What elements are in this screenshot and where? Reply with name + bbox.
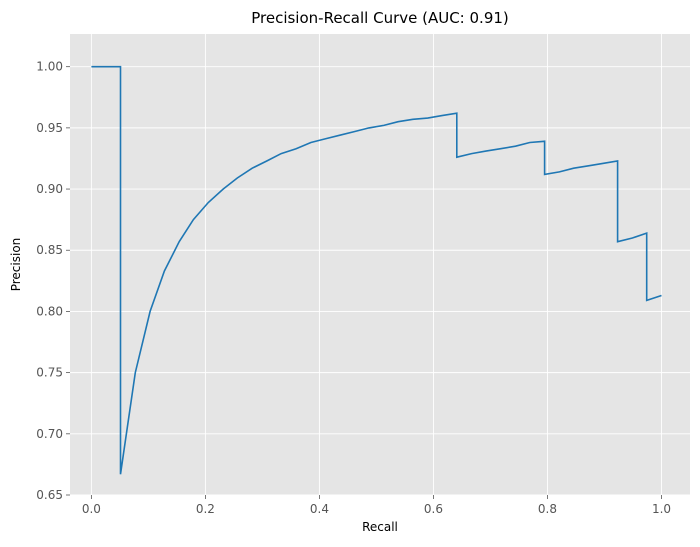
pr-curve-line: [91, 65, 662, 475]
y-tick-label: 0.95: [36, 121, 63, 135]
chart-title: Precision-Recall Curve (AUC: 0.91): [251, 9, 509, 27]
x-tick-label: 0.6: [424, 502, 443, 516]
y-tick-label: 0.70: [36, 427, 63, 441]
y-tick-label: 0.80: [36, 304, 63, 318]
y-tick-label: 0.90: [36, 182, 63, 196]
y-tick-label: 1.00: [36, 60, 63, 74]
x-tick-label: 1.0: [652, 502, 671, 516]
x-tick-label: 0.2: [196, 502, 215, 516]
y-tick-label: 0.75: [36, 366, 63, 380]
y-axis-label: Precision: [9, 238, 23, 292]
y-tick-label: 0.85: [36, 243, 63, 257]
x-tick-label: 0.4: [310, 502, 329, 516]
x-axis-label: Recall: [362, 520, 398, 534]
plot-area: [70, 34, 690, 495]
y-tick-label: 0.65: [36, 488, 63, 502]
grid: [70, 34, 690, 496]
x-axis-ticks: 0.0 0.2 0.4 0.6 0.8 1.0: [82, 495, 671, 516]
y-axis-ticks: 0.65 0.70 0.75 0.80 0.85 0.90 0.95 1.00: [36, 60, 70, 502]
x-tick-label: 0.0: [82, 502, 101, 516]
x-tick-label: 0.8: [538, 502, 557, 516]
